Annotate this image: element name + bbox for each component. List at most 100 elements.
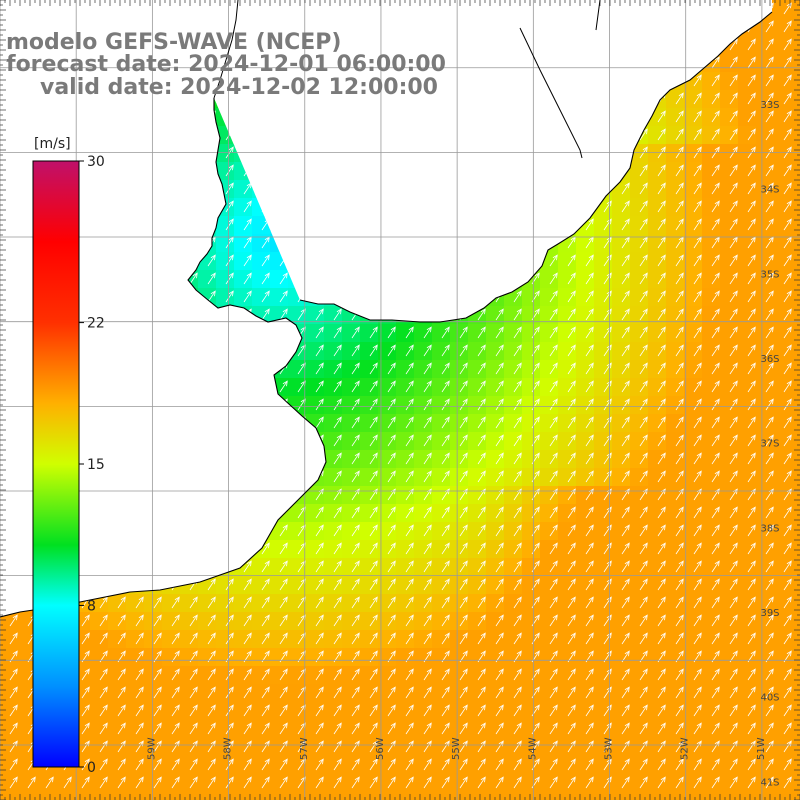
speed-cell xyxy=(774,216,793,235)
speed-cell xyxy=(792,720,800,739)
speed-cell xyxy=(612,378,631,397)
speed-cell xyxy=(90,774,109,793)
speed-cell xyxy=(792,108,800,127)
speed-cell xyxy=(558,666,577,685)
speed-cell xyxy=(774,504,793,523)
speed-cell xyxy=(756,648,775,667)
speed-cell xyxy=(576,756,595,775)
speed-cell xyxy=(414,774,433,793)
speed-cell xyxy=(90,738,109,757)
speed-cell xyxy=(666,216,685,235)
speed-cell xyxy=(666,270,685,289)
speed-cell xyxy=(738,324,757,343)
speed-cell xyxy=(396,720,415,739)
colorbar-label: 0 xyxy=(87,760,96,776)
speed-cell xyxy=(234,252,253,271)
speed-cell xyxy=(702,540,721,559)
speed-cell xyxy=(324,558,343,577)
speed-cell xyxy=(234,648,253,667)
speed-cell xyxy=(36,774,55,793)
speed-cell xyxy=(702,468,721,487)
speed-cell xyxy=(216,702,235,721)
speed-cell xyxy=(522,396,541,415)
speed-cell xyxy=(486,594,505,613)
speed-cell xyxy=(414,558,433,577)
speed-cell xyxy=(540,774,559,793)
speed-cell xyxy=(252,684,271,703)
speed-cell xyxy=(666,612,685,631)
speed-cell xyxy=(396,558,415,577)
speed-cell xyxy=(234,756,253,775)
speed-cell xyxy=(774,288,793,307)
speed-cell xyxy=(720,198,739,217)
speed-cell xyxy=(486,558,505,577)
speed-cell xyxy=(576,702,595,721)
speed-cell xyxy=(90,720,109,739)
speed-cell xyxy=(234,702,253,721)
speed-cell xyxy=(756,576,775,595)
colorbar-label: 15 xyxy=(87,457,105,473)
speed-cell xyxy=(234,288,253,307)
speed-cell xyxy=(666,684,685,703)
speed-cell xyxy=(756,702,775,721)
speed-cell xyxy=(270,270,289,289)
speed-cell xyxy=(90,612,109,631)
speed-cell xyxy=(522,486,541,505)
speed-cell xyxy=(738,162,757,181)
speed-cell xyxy=(450,648,469,667)
speed-cell xyxy=(666,198,685,217)
speed-cell xyxy=(774,738,793,757)
speed-cell xyxy=(756,36,775,55)
speed-cell xyxy=(558,360,577,379)
speed-cell xyxy=(702,126,721,145)
speed-cell xyxy=(342,378,361,397)
speed-cell xyxy=(648,288,667,307)
speed-cell xyxy=(684,468,703,487)
speed-cell xyxy=(684,414,703,433)
colorbar-label: 8 xyxy=(87,598,96,614)
speed-cell xyxy=(576,414,595,433)
speed-cell xyxy=(324,702,343,721)
speed-cell xyxy=(774,144,793,163)
speed-cell xyxy=(720,252,739,271)
speed-cell xyxy=(288,702,307,721)
speed-cell xyxy=(738,630,757,649)
speed-cell xyxy=(234,216,253,235)
lon-label: 53W xyxy=(604,737,615,760)
speed-cell xyxy=(558,720,577,739)
speed-cell xyxy=(432,756,451,775)
speed-cell xyxy=(288,576,307,595)
speed-cell xyxy=(306,540,325,559)
speed-cell xyxy=(198,792,217,800)
speed-cell xyxy=(666,450,685,469)
speed-cell xyxy=(396,504,415,523)
speed-cell xyxy=(504,666,523,685)
speed-cell xyxy=(252,774,271,793)
colorbar-label: 30 xyxy=(87,154,105,170)
speed-cell xyxy=(504,756,523,775)
speed-cell xyxy=(738,72,757,91)
speed-cell xyxy=(774,324,793,343)
speed-cell xyxy=(576,720,595,739)
speed-cell xyxy=(126,738,145,757)
speed-cell xyxy=(720,342,739,361)
speed-cell xyxy=(360,522,379,541)
speed-cell xyxy=(738,540,757,559)
speed-cell xyxy=(288,360,307,379)
speed-cell xyxy=(450,378,469,397)
speed-cell xyxy=(486,432,505,451)
speed-cell xyxy=(558,558,577,577)
speed-cell xyxy=(342,576,361,595)
lat-label: 38S xyxy=(760,523,779,534)
speed-cell xyxy=(540,468,559,487)
speed-cell xyxy=(450,576,469,595)
speed-cell xyxy=(396,594,415,613)
speed-cell xyxy=(540,504,559,523)
speed-cell xyxy=(288,612,307,631)
speed-cell xyxy=(270,558,289,577)
speed-cell xyxy=(612,684,631,703)
speed-cell xyxy=(684,522,703,541)
speed-cell xyxy=(432,324,451,343)
speed-cell xyxy=(396,360,415,379)
speed-cell xyxy=(360,720,379,739)
